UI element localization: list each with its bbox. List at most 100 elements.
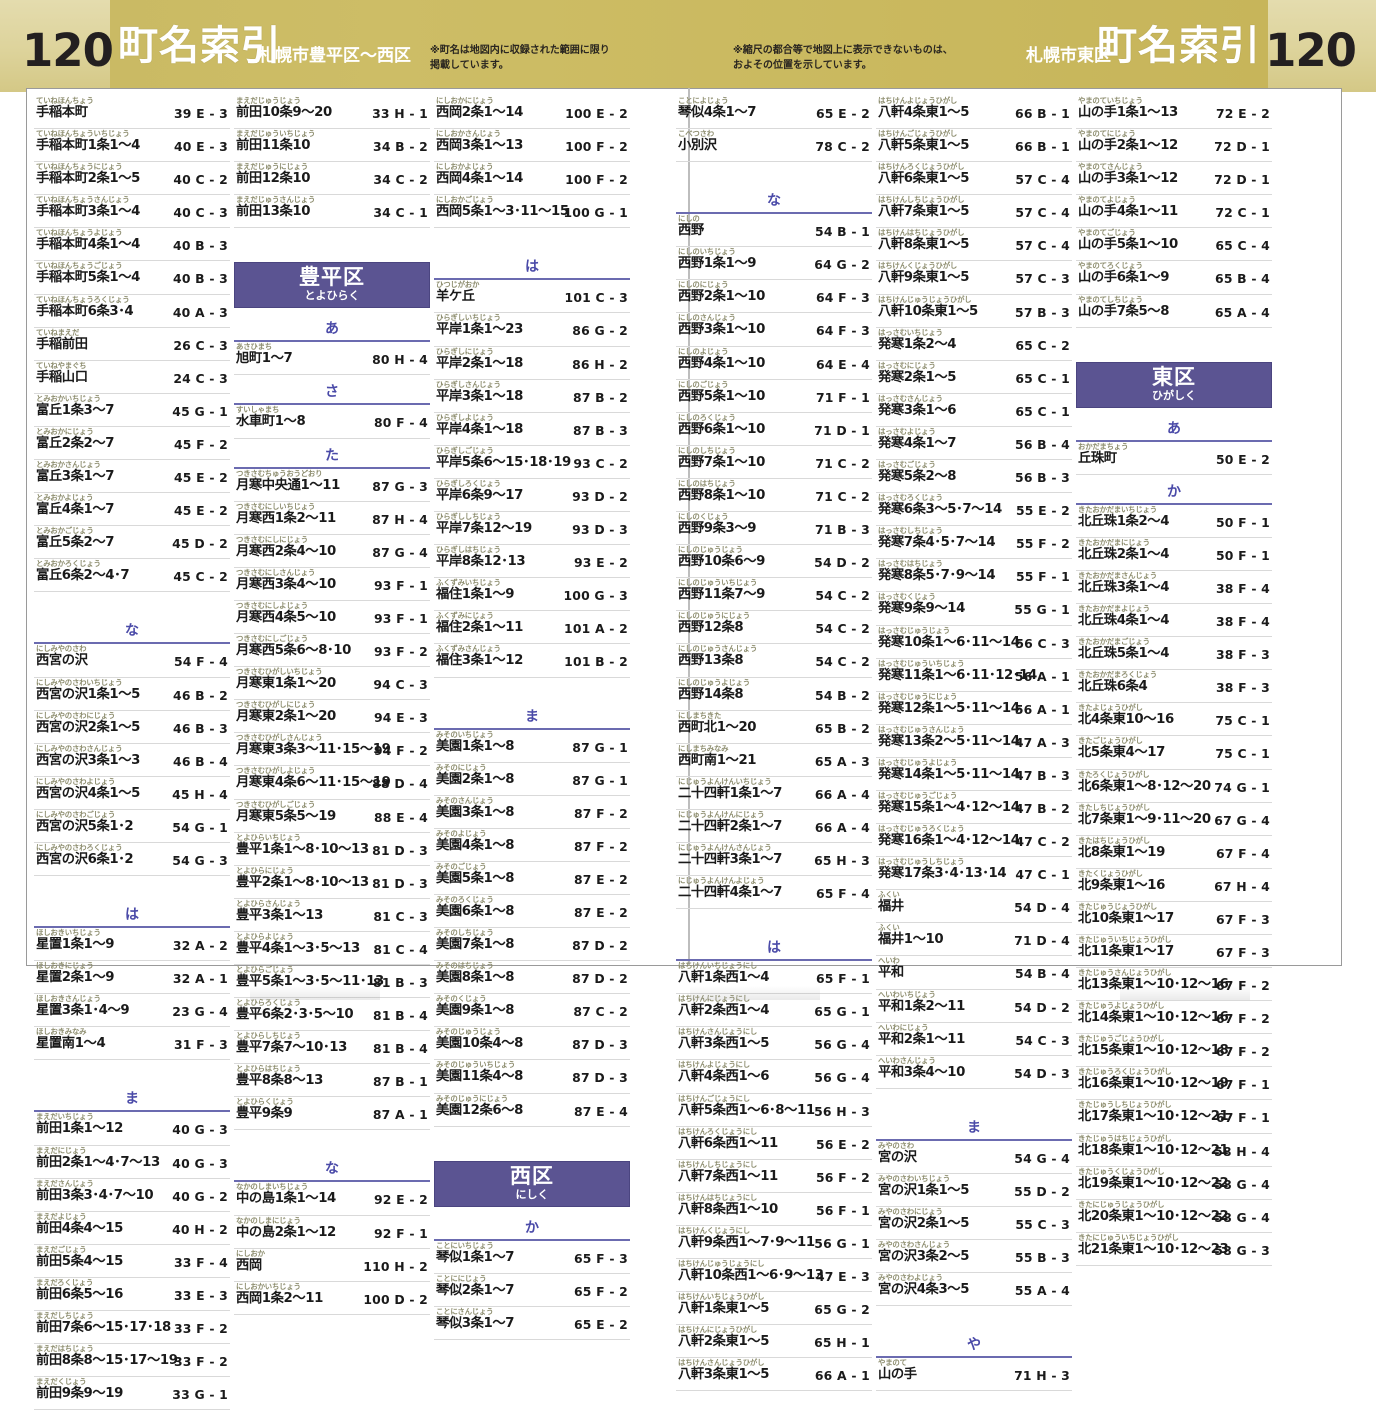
index-entry[interactable]: とよひらよじょう 豊平4条1～3･5～13 81 C - 4 xyxy=(234,932,430,965)
index-entry[interactable]: きたおかだまろくじょう 北丘珠6条4 38 F - 3 xyxy=(1076,670,1272,704)
index-entry[interactable]: にしおかいちじょう 西岡1条2～11 100 D - 2 xyxy=(234,1282,430,1315)
index-entry[interactable]: はっさむろくじょう 発寒6条3～5･7～14 55 E - 2 xyxy=(876,493,1072,527)
index-entry[interactable]: はちけんにじょうひがし 八軒2条東1～5 65 H - 1 xyxy=(676,1325,872,1359)
index-entry[interactable]: きたおかだまいちじょう 北丘珠1条2～4 50 F - 1 xyxy=(1076,505,1272,538)
index-entry[interactable]: きたおかだまよじょう 北丘珠4条1～4 38 F - 4 xyxy=(1076,604,1272,638)
index-entry[interactable]: はちけんしちじょうにし 八軒7条西1～11 56 F - 2 xyxy=(676,1160,872,1193)
index-entry[interactable]: ひらぎしはちじょう 平岸8条12･13 93 E - 2 xyxy=(434,545,630,579)
index-entry[interactable]: ていねほんちょう 手稲本町 39 E - 3 xyxy=(34,96,230,130)
index-entry[interactable]: にしのしちじょう 西野7条1～10 71 C - 2 xyxy=(676,446,872,479)
index-entry[interactable]: とみおかにじょう 富丘2条2～7 45 F - 2 xyxy=(34,427,230,461)
index-entry[interactable]: はちけんはちじょうひがし 八軒8条東1～5 57 C - 4 xyxy=(876,228,1072,262)
index-entry[interactable]: ふくい 福井 54 D - 4 xyxy=(876,890,1072,924)
index-entry[interactable]: きたじゅうよじょうひがし 北14条東1～10･12～16 67 F - 2 xyxy=(1076,1001,1272,1035)
index-entry[interactable]: きたおかだまごじょう 北丘珠5条1～4 38 F - 3 xyxy=(1076,637,1272,671)
index-entry[interactable]: やまのてよじょう 山の手4条1～11 72 C - 1 xyxy=(1076,195,1272,229)
index-entry[interactable]: まえだじゅうじょう 前田10条9～20 33 H - 1 xyxy=(234,96,430,130)
index-entry[interactable]: にしみやのさわごじょう 西宮の沢5条1･2 54 G - 1 xyxy=(34,810,230,843)
index-entry[interactable]: ことにいちじょう 琴似1条1～7 65 F - 3 xyxy=(434,1241,630,1274)
index-entry[interactable]: はっさむごじょう 発寒5条2～8 56 B - 3 xyxy=(876,460,1072,494)
index-entry[interactable]: にしのじゅうにじょう 西野12条8 54 C - 2 xyxy=(676,611,872,645)
index-entry[interactable]: みそのじゅうじょう 美園10条4～8 87 D - 3 xyxy=(434,1027,630,1061)
index-entry[interactable]: にしみやのさわいちじょう 西宮の沢1条1～5 46 B - 2 xyxy=(34,678,230,711)
index-entry[interactable]: ふくずみさんじょう 福住3条1～12 101 B - 2 xyxy=(434,644,630,678)
index-entry[interactable]: つきさむひがしにじょう 月寒東2条1～20 94 E - 3 xyxy=(234,700,430,734)
index-entry[interactable]: にしみやのさわにじょう 西宮の沢2条1～5 46 B - 3 xyxy=(34,711,230,744)
index-entry[interactable]: つきさむにしごじょう 月寒西5条6～8･10 93 F - 2 xyxy=(234,634,430,668)
index-entry[interactable]: にしみやのさわさんじょう 西宮の沢3条1～3 46 B - 4 xyxy=(34,744,230,777)
index-entry[interactable]: やまのてにじょう 山の手2条1～12 72 D - 1 xyxy=(1076,129,1272,163)
index-entry[interactable]: まえだよじょう 前田4条4～15 40 H - 2 xyxy=(34,1212,230,1245)
index-entry[interactable]: はちけんろくじょうひがし 八軒6条東1～5 57 C - 4 xyxy=(876,162,1072,196)
index-entry[interactable]: みそのにじょう 美園2条1～8 87 G - 1 xyxy=(434,763,630,796)
index-entry[interactable]: はちけんさんじょうにし 八軒3条西1～5 56 G - 4 xyxy=(676,1027,872,1061)
index-entry[interactable]: ていねやまぐち 手稲山口 24 C - 3 xyxy=(34,361,230,394)
index-entry[interactable]: にじゅうよんけんよじょう 二十四軒4条1～7 65 F - 4 xyxy=(676,876,872,910)
index-entry[interactable]: みそのさんじょう 美園3条1～8 87 F - 2 xyxy=(434,796,630,829)
index-entry[interactable]: みやのさわにじょう 宮の沢2条1～5 55 C - 3 xyxy=(876,1207,1072,1241)
index-entry[interactable]: はっさむじゅうよじょう 発寒14条1～5･11～14 47 B - 3 xyxy=(876,758,1072,791)
index-entry[interactable]: とよひらにじょう 豊平2条1～8･10～13 81 D - 3 xyxy=(234,866,430,899)
index-entry[interactable]: ひらぎしよじょう 平岸4条1～18 87 B - 3 xyxy=(434,413,630,446)
index-entry[interactable]: みそのじゅういちじょう 美園11条4～8 87 D - 3 xyxy=(434,1060,630,1094)
index-entry[interactable]: みそのじゅうにじょう 美園12条6～8 87 E - 4 xyxy=(434,1094,630,1127)
index-entry[interactable]: ひらぎしろくじょう 平岸6条9～17 93 D - 2 xyxy=(434,479,630,513)
index-entry[interactable]: ていねほんちょうろくじょう 手稲本町6条3･4 40 A - 3 xyxy=(34,295,230,328)
index-entry[interactable]: みそのしちじょう 美園7条1～8 87 D - 2 xyxy=(434,928,630,962)
index-entry[interactable]: はちけんごじょうひがし 八軒5条東1～5 66 B - 1 xyxy=(876,129,1072,163)
index-entry[interactable]: まえだじゅうさんじょう 前田13条10 34 C - 1 xyxy=(234,195,430,229)
index-entry[interactable]: やまのてごじょう 山の手5条1～10 65 C - 4 xyxy=(1076,228,1272,262)
index-entry[interactable]: まえだじゅうにじょう 前田12条10 34 C - 2 xyxy=(234,162,430,196)
index-entry[interactable]: はっさむくじょう 発寒9条9～14 55 G - 1 xyxy=(876,592,1072,626)
index-entry[interactable]: なかのしまいちじょう 中の島1条1～14 92 E - 2 xyxy=(234,1182,430,1216)
index-entry[interactable]: やまのて 山の手 71 H - 3 xyxy=(876,1358,1072,1392)
index-entry[interactable]: へいわさんじょう 平和3条4～10 54 D - 3 xyxy=(876,1056,1072,1089)
index-entry[interactable]: やまのてしちじょう 山の手7条5～8 65 A - 4 xyxy=(1076,295,1272,328)
index-entry[interactable]: はっさむじゅうごじょう 発寒15条1～4･12～14 47 B - 2 xyxy=(876,791,1072,825)
index-entry[interactable]: はっさむはちじょう 発寒8条5･7･9～14 55 F - 1 xyxy=(876,559,1072,593)
index-entry[interactable]: ひらぎしごじょう 平岸5条6～15･18･19 93 C - 2 xyxy=(434,446,630,479)
index-entry[interactable]: きたじゅうくじょうひがし 北19条東1～10･12～22 58 G - 4 xyxy=(1076,1167,1272,1200)
index-entry[interactable]: ひつじがおか 羊ケ丘 101 C - 3 xyxy=(434,280,630,314)
index-entry[interactable]: ほしおきにじょう 星置2条1～9 32 A - 1 xyxy=(34,961,230,995)
index-entry[interactable]: にしおかさんじょう 西岡3条1～13 100 F - 2 xyxy=(434,129,630,163)
index-entry[interactable]: にしのさんじょう 西野3条1～10 64 F - 3 xyxy=(676,313,872,347)
index-entry[interactable]: とよひらごじょう 豊平5条1～3･5～11･13 81 B - 3 xyxy=(234,965,430,999)
index-entry[interactable]: にしみやのさわ 西宮の沢 54 F - 4 xyxy=(34,644,230,678)
index-entry[interactable]: ていねほんちょうにじょう 手稲本町2条1～5 40 C - 2 xyxy=(34,162,230,196)
index-entry[interactable]: にじゅうよんけんいちじょう 二十四軒1条1～7 66 A - 4 xyxy=(676,777,872,810)
index-entry[interactable]: きたおかだまさんじょう 北丘珠3条1～4 38 F - 4 xyxy=(1076,571,1272,605)
index-entry[interactable]: ことににじょう 琴似2条1～7 65 F - 2 xyxy=(434,1274,630,1307)
index-entry[interactable]: ほしおきさんじょう 星置3条1･4～9 23 G - 4 xyxy=(34,994,230,1028)
index-entry[interactable]: はちけんごじょうにし 八軒5条西1～6･8～11 56 H - 3 xyxy=(676,1094,872,1127)
index-entry[interactable]: にしのじゅうよじょう 西野14条8 54 B - 2 xyxy=(676,678,872,711)
index-entry[interactable]: まえだごじょう 前田5条4～15 33 F - 4 xyxy=(34,1245,230,1278)
index-entry[interactable]: まえだはちじょう 前田8条8～15･17～19 33 F - 2 xyxy=(34,1344,230,1378)
index-entry[interactable]: にしのろくじょう 西野6条1～10 71 D - 1 xyxy=(676,413,872,446)
index-entry[interactable]: はっさむじゅうろくじょう 発寒16条1～4･12～14 47 C - 2 xyxy=(876,824,1072,858)
index-entry[interactable]: きたしちじょうひがし 北7条東1～9･11～20 67 G - 4 xyxy=(1076,803,1272,836)
index-entry[interactable]: にじゅうよんけんにじょう 二十四軒2条1～7 66 A - 4 xyxy=(676,810,872,843)
index-entry[interactable]: きたにじゅうじょうひがし 北20条東1～10･12～22 58 G - 4 xyxy=(1076,1200,1272,1233)
index-entry[interactable]: はちけんいちじょうにし 八軒1条西1～4 65 F - 1 xyxy=(676,961,872,995)
index-entry[interactable]: つきさむにしさんじょう 月寒西3条4～10 93 F - 1 xyxy=(234,568,430,601)
index-entry[interactable]: にしおかよじょう 西岡4条1～14 100 F - 2 xyxy=(434,162,630,196)
index-entry[interactable]: はちけんはちじょうにし 八軒8条西1～10 56 F - 1 xyxy=(676,1193,872,1226)
index-entry[interactable]: きたじゅうごじょうひがし 北15条東1～10･12～18 67 F - 2 xyxy=(1076,1034,1272,1068)
index-entry[interactable]: へいわ 平和 54 B - 4 xyxy=(876,956,1072,990)
index-entry[interactable]: きたおかだまにじょう 北丘珠2条1～4 50 F - 1 xyxy=(1076,538,1272,571)
index-entry[interactable]: にしおか 西岡 110 H - 2 xyxy=(234,1249,430,1282)
index-entry[interactable]: みやのさわよじょう 宮の沢4条3～5 55 A - 4 xyxy=(876,1273,1072,1307)
index-entry[interactable]: みそのろくじょう 美園6条1～8 87 E - 2 xyxy=(434,895,630,929)
index-entry[interactable]: はちけんしちじょうひがし 八軒7条東1～5 57 C - 4 xyxy=(876,195,1072,229)
index-entry[interactable]: みやのさわ 宮の沢 54 G - 4 xyxy=(876,1141,1072,1174)
index-entry[interactable]: はちけんよじょうにし 八軒4条西1～6 56 G - 4 xyxy=(676,1060,872,1094)
index-entry[interactable]: にしのいちじょう 西野1条1～9 64 G - 2 xyxy=(676,247,872,281)
index-entry[interactable]: ことにさんじょう 琴似3条1～7 65 E - 2 xyxy=(434,1307,630,1340)
index-entry[interactable]: とよひらはちじょう 豊平8条8～13 87 B - 1 xyxy=(234,1064,430,1098)
index-entry[interactable]: とみおかろくじょう 富丘6条2～4･7 45 C - 2 xyxy=(34,559,230,593)
index-entry[interactable]: とみおかよじょう 富丘4条1～7 45 E - 2 xyxy=(34,493,230,527)
index-entry[interactable]: ひらぎししちじょう 平岸7条12～19 93 D - 3 xyxy=(434,512,630,546)
index-entry[interactable]: ていねまえだ 手稲前田 26 C - 3 xyxy=(34,328,230,361)
index-entry[interactable]: きたじゅうしちじょうひがし 北17条東1～10･12～21 67 F - 1 xyxy=(1076,1100,1272,1134)
